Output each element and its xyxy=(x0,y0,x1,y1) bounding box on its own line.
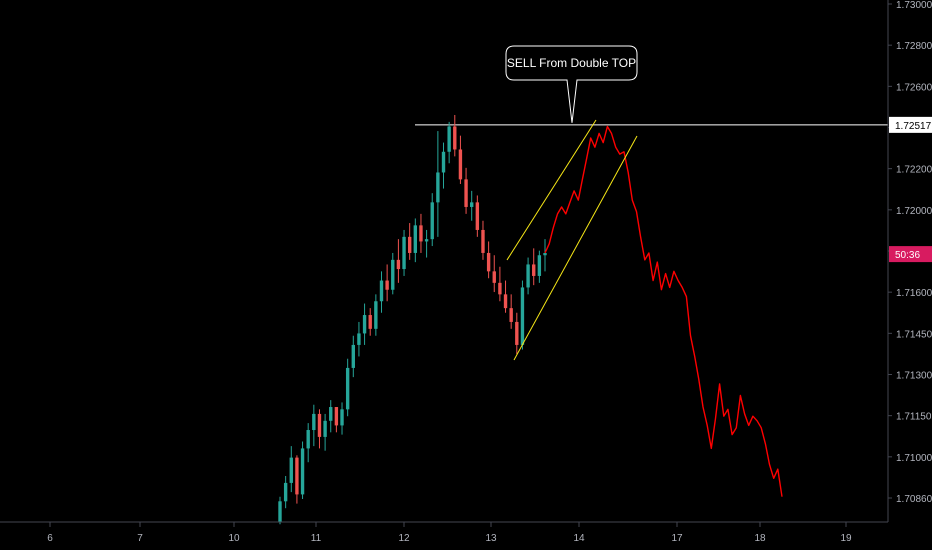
price-tick-label: 1.71150 xyxy=(896,412,932,423)
time-tick-label: 11 xyxy=(311,533,322,544)
time-tick-label: 12 xyxy=(398,533,410,544)
candle-body[interactable] xyxy=(379,280,384,302)
candles-layer xyxy=(278,114,547,525)
channel-layer xyxy=(506,119,638,361)
candle-body[interactable] xyxy=(436,172,440,203)
candle-body[interactable] xyxy=(475,202,480,230)
channel-lower-line[interactable] xyxy=(513,135,638,361)
candle-body[interactable] xyxy=(492,271,496,283)
channel-upper-line[interactable] xyxy=(506,119,597,261)
candle-body[interactable] xyxy=(368,315,372,329)
time-tick-label: 6 xyxy=(47,533,53,544)
candle-body[interactable] xyxy=(278,501,282,522)
price-tick-label: 1.72800 xyxy=(896,41,932,52)
candle-body[interactable] xyxy=(520,287,525,345)
candle-body[interactable] xyxy=(334,407,339,426)
price-tick-label: 1.73000 xyxy=(896,0,932,11)
candle-body[interactable] xyxy=(385,280,389,290)
candle-body[interactable] xyxy=(374,301,378,329)
candle-body[interactable] xyxy=(447,126,451,152)
price-tick-label: 1.72200 xyxy=(896,165,932,176)
candle-body[interactable] xyxy=(323,420,327,437)
candle-body[interactable] xyxy=(312,413,316,431)
candle-body[interactable] xyxy=(481,229,485,253)
countdown-label: 50:36 xyxy=(895,250,920,261)
time-tick-label: 14 xyxy=(573,533,585,544)
candle-body[interactable] xyxy=(300,448,305,495)
time-tick-label: 10 xyxy=(228,533,240,544)
price-tick-label: 1.71450 xyxy=(896,329,932,340)
time-axis[interactable]: 6 7 10 11 12 13 14 17 18 19 xyxy=(0,521,888,544)
candle-body[interactable] xyxy=(295,457,299,495)
axis-badges: 1.72517 50:36 xyxy=(889,116,932,263)
candle-body[interactable] xyxy=(543,252,547,256)
candle-body[interactable] xyxy=(503,294,508,309)
candle-body[interactable] xyxy=(498,282,502,295)
candle-body[interactable] xyxy=(537,255,542,276)
candle-body[interactable] xyxy=(464,179,468,207)
price-tick-label: 1.72000 xyxy=(896,206,932,217)
callout-bubble xyxy=(505,45,638,123)
candle-body[interactable] xyxy=(470,202,474,207)
candle-body[interactable] xyxy=(424,239,429,242)
candle-body[interactable] xyxy=(441,151,446,173)
candle-body[interactable] xyxy=(509,308,513,322)
candle-body[interactable] xyxy=(407,236,412,253)
candle-body[interactable] xyxy=(357,333,361,345)
candle-body[interactable] xyxy=(317,413,322,437)
candle-body[interactable] xyxy=(362,315,367,334)
candle-body[interactable] xyxy=(391,259,395,290)
time-tick-label: 17 xyxy=(671,533,683,544)
current-price-badge xyxy=(889,246,932,263)
candle-body[interactable] xyxy=(430,202,434,240)
level-price-label: 1.72517 xyxy=(895,121,932,132)
projected-path-line[interactable] xyxy=(544,125,783,497)
candle-body[interactable] xyxy=(289,457,293,483)
candle-body[interactable] xyxy=(453,126,457,150)
time-tick-label: 18 xyxy=(754,533,766,544)
candle-body[interactable] xyxy=(458,149,463,180)
level-price-badge xyxy=(889,116,932,133)
time-tick-label: 13 xyxy=(485,533,497,544)
price-tick-label: 1.71000 xyxy=(896,453,932,464)
candle-body[interactable] xyxy=(340,409,344,426)
projection-layer xyxy=(544,125,783,497)
candle-body[interactable] xyxy=(283,482,288,502)
price-tick-label: 1.71600 xyxy=(896,288,932,299)
candle-body[interactable] xyxy=(345,367,350,410)
candle-body[interactable] xyxy=(351,344,355,368)
time-tick-label: 7 xyxy=(137,533,143,544)
candle-body[interactable] xyxy=(402,236,406,270)
candle-body[interactable] xyxy=(419,225,423,242)
sell-callout[interactable]: SELL From Double TOP xyxy=(505,45,638,123)
price-tick-label: 1.72600 xyxy=(896,82,932,93)
time-tick-label: 19 xyxy=(840,533,852,544)
candle-body[interactable] xyxy=(329,407,333,421)
price-tick-label: 1.71300 xyxy=(896,371,932,382)
candle-body[interactable] xyxy=(413,225,418,253)
candle-body[interactable] xyxy=(396,259,401,270)
candle-body[interactable] xyxy=(306,430,310,449)
candle-body[interactable] xyxy=(532,264,536,276)
candle-body[interactable] xyxy=(486,252,491,272)
candle-body[interactable] xyxy=(526,264,530,288)
callout-text: SELL From Double TOP xyxy=(507,56,636,70)
candle-body[interactable] xyxy=(515,321,519,345)
price-tick-label: 1.70860 xyxy=(896,494,932,505)
